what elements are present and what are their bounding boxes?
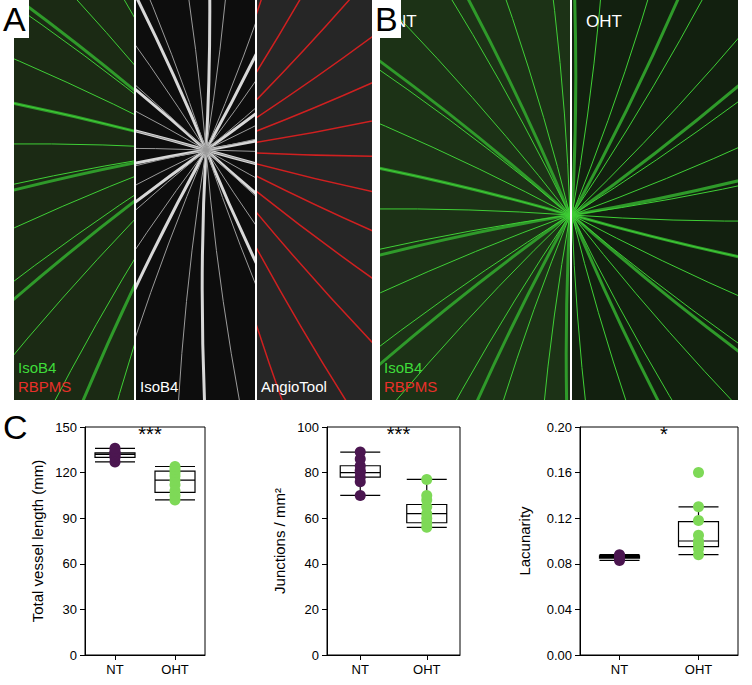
svg-text:150: 150 [55,420,77,435]
svg-text:NT: NT [106,662,123,677]
html-text:B: B [375,0,398,38]
svg-text:90: 90 [63,511,77,526]
svg-text:NT: NT [352,662,369,677]
svg-text:***: *** [138,423,162,445]
svg-text:Lacunarity: Lacunarity [516,506,533,576]
html-text:IsoB4: IsoB4 [384,359,423,376]
svg-text:Total vessel length (mm): Total vessel length (mm) [29,460,46,623]
svg-text:100: 100 [297,420,319,435]
html-text:C: C [3,408,28,446]
svg-text:0.16: 0.16 [547,465,572,480]
svg-text:60: 60 [305,511,319,526]
html-text:RBPMS: RBPMS [18,378,72,395]
html-text:OHT: OHT [586,12,622,31]
svg-text:0.12: 0.12 [547,511,572,526]
svg-text:30: 30 [63,602,77,617]
html-text:IsoB4: IsoB4 [140,378,179,395]
svg-text:20: 20 [305,602,319,617]
svg-text:120: 120 [55,465,77,480]
svg-text:OHT: OHT [161,662,189,677]
html-text:NT: NT [394,12,417,31]
svg-text:Junctions / mm²: Junctions / mm² [271,488,288,594]
svg-text:0: 0 [70,648,77,663]
svg-text:0.08: 0.08 [547,556,572,571]
svg-text:60: 60 [63,556,77,571]
svg-text:80: 80 [305,465,319,480]
html-text:AngioTool: AngioTool [261,378,327,395]
svg-text:0.04: 0.04 [547,602,572,617]
svg-text:0.00: 0.00 [547,648,572,663]
svg-text:OHT: OHT [685,662,713,677]
svg-text:0: 0 [312,648,319,663]
svg-text:NT: NT [611,662,628,677]
html-text:IsoB4: IsoB4 [18,359,57,376]
svg-text:0.20: 0.20 [547,420,572,435]
html-text:RBPMS: RBPMS [384,378,438,395]
html-text:A: A [3,0,26,38]
svg-text:40: 40 [305,556,319,571]
svg-text:*: * [660,423,668,445]
svg-text:***: *** [387,423,411,445]
svg-text:OHT: OHT [413,662,441,677]
